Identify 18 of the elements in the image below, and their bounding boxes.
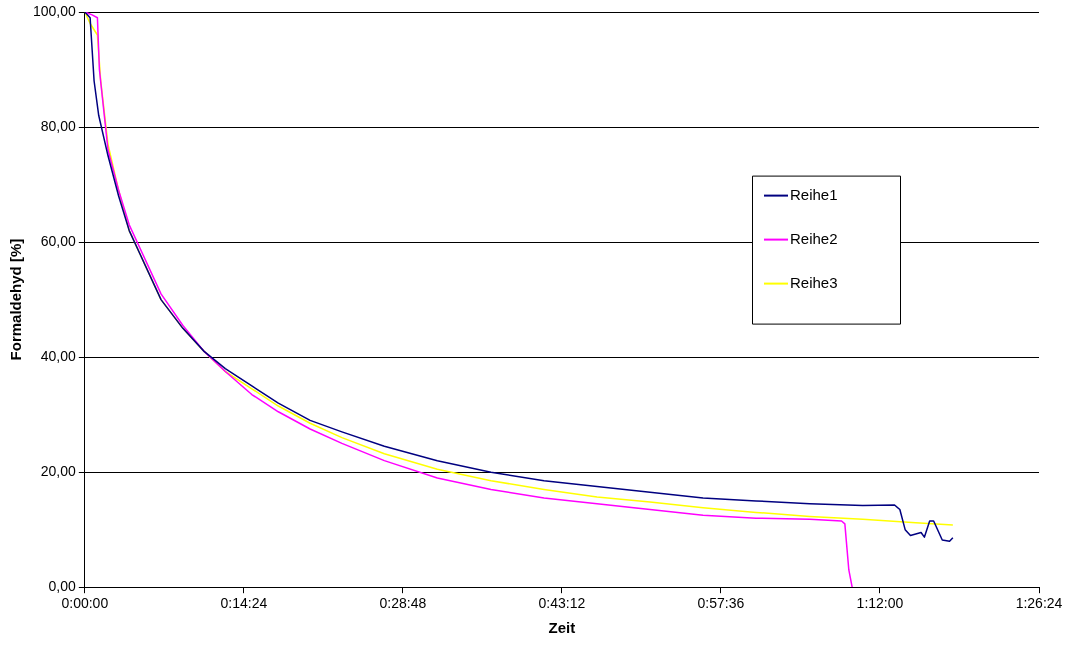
y-tick-label: 80,00: [40, 117, 77, 134]
y-tick-label: 60,00: [40, 232, 77, 249]
x-tick-label: 1:12:00: [856, 595, 904, 612]
x-tick-label: 0:14:24: [220, 595, 268, 612]
legend-label: Reihe3: [790, 273, 838, 291]
x-tick-label: 0:57:36: [697, 595, 745, 612]
x-tick-label: 0:28:48: [379, 595, 427, 612]
legend-label: Reihe2: [790, 229, 838, 247]
y-tick-label: 40,00: [40, 347, 77, 364]
legend-label: Reihe1: [790, 185, 838, 203]
y-tick-label: 20,00: [40, 463, 77, 480]
y-tick-label: 100,00: [32, 2, 77, 19]
x-tick-label: 0:43:12: [538, 595, 586, 612]
x-axis-title: Zeit: [548, 619, 576, 637]
y-tick-label: 0,00: [48, 578, 77, 595]
y-axis-title: Formaldehyd [%]: [7, 238, 25, 361]
x-tick-label: 0:00:00: [61, 595, 109, 612]
x-tick-label: 1:26:24: [1015, 595, 1063, 612]
